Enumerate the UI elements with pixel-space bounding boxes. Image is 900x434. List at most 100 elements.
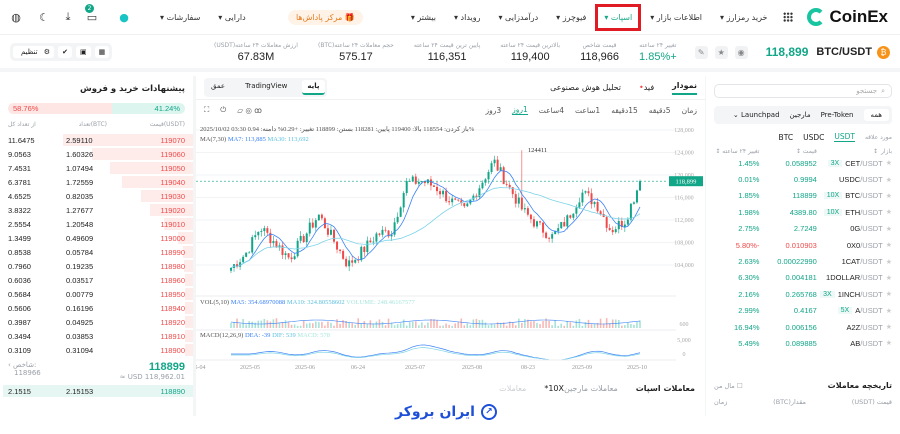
market-row[interactable]: ★ 1INCH/USDT 3X 0.265768 2.16% xyxy=(738,289,892,299)
market-search-input[interactable]: ⌕ جستجو xyxy=(714,84,892,98)
market-row[interactable]: ★ 0X0/USDT 0.010903 -5.80% xyxy=(735,240,892,250)
power-icon[interactable]: ⏻ xyxy=(220,105,227,114)
timeframe-6[interactable]: 3روز xyxy=(485,105,502,115)
coin-info-icon[interactable]: ◉ xyxy=(734,45,748,59)
volume-bar xyxy=(554,320,556,328)
ask-row[interactable]: 0.3494 0.03853 118910 xyxy=(8,329,193,343)
candlestick-chart[interactable]: 128,000 124,000 120,000 116,000 112,000 108,0… xyxy=(196,76,705,374)
notification-badge: 2 xyxy=(85,4,94,13)
bid-row[interactable]: 2.1515 2.15153 118890 xyxy=(3,384,193,398)
volume-bar xyxy=(408,322,411,328)
rewards-center-button[interactable]: 🎁 مرکز پاداش‌ها xyxy=(287,9,363,25)
volume-bar xyxy=(245,324,247,328)
ask-row[interactable]: 2.5554 1.20548 119010 xyxy=(8,217,193,231)
chart-type-depth[interactable]: عمق xyxy=(211,82,226,90)
quote-btc[interactable]: BTC xyxy=(778,132,794,142)
nav-orders[interactable]: سفارشات ▾ xyxy=(160,12,201,22)
timeframe-0[interactable]: زمان xyxy=(681,105,697,115)
timeframe-5[interactable]: 1روز xyxy=(512,105,528,115)
ask-row[interactable]: 0.8538 0.05784 118990 xyxy=(8,245,193,259)
market-row[interactable]: ★ 0G/USDT 2.7249 2.75% xyxy=(738,224,892,234)
favorite-star-icon[interactable]: ★ xyxy=(714,45,728,59)
nav-events[interactable]: رویداد ▾ xyxy=(453,12,481,22)
nav-buy-crypto[interactable]: خرید رمزارز ▾ xyxy=(720,12,768,22)
candle xyxy=(239,262,242,267)
nav-more[interactable]: بیشتر ▾ xyxy=(410,12,436,22)
market-tab-launchpad[interactable]: Launchpad ⌄ xyxy=(732,111,780,119)
globe-icon[interactable]: ◍ xyxy=(11,10,21,24)
nav-spot[interactable]: اسپات ▾ xyxy=(595,3,642,31)
tab-ai-analysis[interactable]: تحلیل هوش مصنوعی xyxy=(550,83,621,92)
ask-row[interactable]: 7.4531 1.07494 119050 xyxy=(8,161,193,175)
check-icon[interactable]: ✔ xyxy=(58,46,72,58)
ask-row[interactable]: 0.3987 0.04925 118920 xyxy=(8,315,193,329)
settings-button[interactable]: ⚙ تنظیم xyxy=(13,46,55,58)
chat-icon[interactable]: ▭ 2 xyxy=(85,4,98,24)
market-row[interactable]: ★ ETH/USDT 10X 4389.80 1.98% xyxy=(738,207,892,217)
candle xyxy=(635,190,638,203)
grid-icon[interactable] xyxy=(783,12,794,22)
quote-usdc[interactable]: USDC xyxy=(803,132,825,142)
chart-type-basic[interactable]: پایه xyxy=(302,80,325,95)
ask-row[interactable]: 0.5606 0.16196 118940 xyxy=(8,301,193,315)
download-icon[interactable]: ⤓ xyxy=(65,10,71,23)
avatar-icon[interactable]: ● xyxy=(119,10,129,24)
ask-row[interactable]: 3.8322 1.27677 119020 xyxy=(8,203,193,217)
mine-checkbox[interactable]: ☐ مال من xyxy=(714,381,743,390)
market-row[interactable]: ★ A/USDT 5X 0.4167 2.99% xyxy=(738,306,892,316)
market-tab-pretoken[interactable]: Pre-Token xyxy=(820,111,854,119)
tab-spot-trading[interactable]: معاملات اسپات xyxy=(635,384,695,393)
ask-row[interactable]: 0.5684 0.00779 118950 xyxy=(8,287,193,301)
volume-bar xyxy=(463,325,466,328)
market-row[interactable]: ★ BTC/USDT 10X 118899 1.85% xyxy=(738,191,892,201)
star-icon: ★ xyxy=(885,225,892,233)
volume-bar xyxy=(375,321,378,328)
coinex-logo[interactable]: CoinEx xyxy=(807,7,888,27)
market-tab-margin[interactable]: مارجین xyxy=(789,111,811,119)
candle xyxy=(496,159,499,171)
market-row[interactable]: ★ 1CAT/USDT 0.00022990 2.63% xyxy=(738,257,892,267)
window-layout-icon[interactable]: ▣ xyxy=(75,46,91,58)
ask-row[interactable]: 9.0563 1.60326 119060 xyxy=(8,147,193,161)
timeframe-3[interactable]: 1ساعت xyxy=(575,105,601,115)
nav-earn[interactable]: درآمدزایی ▾ xyxy=(498,12,539,22)
candle xyxy=(272,241,275,244)
tab-chart[interactable]: نمودار xyxy=(672,81,697,95)
market-row[interactable]: ★ USDC/USDT 0.9994 0.01% xyxy=(738,175,892,185)
tab-feed[interactable]: فید• xyxy=(639,83,655,92)
timeframe-4[interactable]: 4ساعت xyxy=(538,105,564,115)
nav-assets[interactable]: دارایی ▾ xyxy=(218,12,246,22)
timeframe-2[interactable]: 15دقیقه xyxy=(611,105,638,115)
chart-panel: نمودار فید• تحلیل هوش مصنوعی پایه Trading… xyxy=(196,76,705,374)
market-tab-all[interactable]: همه xyxy=(863,109,889,121)
market-list: ⌕ جستجو همه Pre-Token مارجین Launchpad ⌄ مور… xyxy=(706,76,900,374)
pair-name[interactable]: BTC/USDT xyxy=(816,46,872,58)
ask-row[interactable]: 4.6525 0.82035 119030 xyxy=(8,189,193,203)
moon-icon[interactable]: ☾ xyxy=(39,10,49,24)
tab-other-trading[interactable]: معاملات xyxy=(499,384,527,393)
ask-row[interactable]: 11.6475 2.59110 119070 xyxy=(8,133,193,147)
ask-row[interactable]: 0.3109 0.31094 118900 xyxy=(8,343,193,357)
market-row[interactable]: ★ AB/USDT 0.089885 5.49% xyxy=(738,338,892,348)
market-row[interactable]: ★ 1DOLLAR/USDT 0.004181 6.30% xyxy=(738,273,892,283)
market-row[interactable]: ★ A2Z/USDT 0.006156 16.94% xyxy=(734,322,892,332)
ask-row[interactable]: 0.7960 0.19235 118980 xyxy=(8,259,193,273)
nav-market-info[interactable]: اطلاعات بازار ▾ xyxy=(650,12,703,22)
nav-futures[interactable]: فیوچرز ▾ xyxy=(556,12,587,22)
edit-icon[interactable]: ✎ xyxy=(694,45,708,59)
ask-row[interactable]: 1.3499 0.49609 119000 xyxy=(8,231,193,245)
ask-row[interactable]: 6.3781 1.72559 119040 xyxy=(8,175,193,189)
ask-row[interactable]: 0.6036 0.03517 118960 xyxy=(8,273,193,287)
quote-favorites[interactable]: مورد علاقه xyxy=(864,133,892,141)
volume-bar xyxy=(472,319,475,328)
volume-bar xyxy=(351,322,353,328)
chart-type-tradingview[interactable]: TradingView xyxy=(245,82,288,90)
book-layout-icon[interactable]: ▦ xyxy=(94,46,110,58)
fullscreen-icon[interactable]: ⛶ xyxy=(204,105,210,114)
indicator-icon[interactable]: ꝏ ◎ ▱ xyxy=(237,105,262,115)
timeframe-1[interactable]: 5دقیقه xyxy=(648,105,671,115)
tab-margin-trading[interactable]: معاملات مارجین10X* xyxy=(544,384,618,393)
market-row[interactable]: ★ CET/USDT 3X 0.058952 1.45% xyxy=(738,158,892,168)
quote-usdt[interactable]: USDT xyxy=(834,132,855,142)
star-icon: ★ xyxy=(885,274,892,282)
